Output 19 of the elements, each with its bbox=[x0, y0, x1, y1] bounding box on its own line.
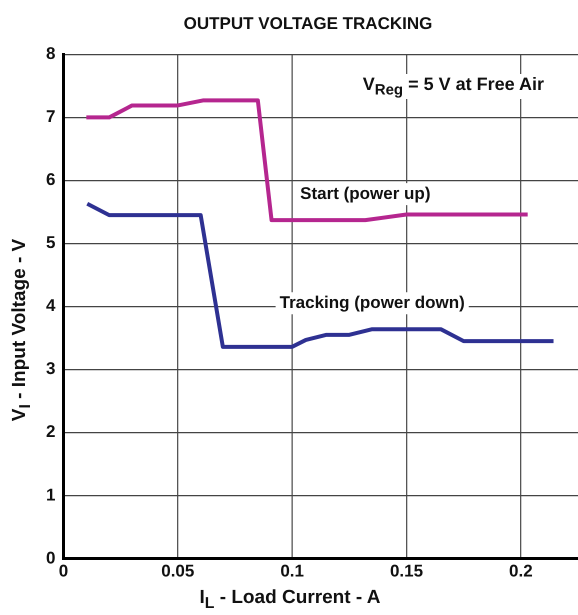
x-tick-label: 0.05 bbox=[161, 561, 194, 580]
annotation: V$_{Reg}$ = 5 V at Free Air bbox=[358, 74, 548, 99]
y-tick-label: 2 bbox=[46, 422, 56, 442]
chart-title: OUTPUT VOLTAGE TRACKING bbox=[184, 14, 432, 33]
x-axis-title: I$_{L}$ - Load Current - A bbox=[198, 587, 382, 613]
x-tick-label: 0.15 bbox=[390, 561, 424, 580]
x-tick-label: 0 bbox=[58, 561, 68, 580]
y-tick-label: 8 bbox=[46, 44, 56, 64]
series-label: Tracking (power down) bbox=[280, 292, 465, 312]
y-tick-label: 1 bbox=[46, 485, 56, 504]
y-tick-label: 6 bbox=[46, 170, 56, 190]
y-tick-label: 0 bbox=[46, 548, 56, 568]
y-tick-label: 7 bbox=[46, 107, 56, 126]
y-tick-label: 4 bbox=[46, 296, 56, 316]
y-tick-label: 3 bbox=[46, 359, 56, 378]
y-tick-label: 5 bbox=[46, 233, 56, 252]
x-tick-label: 0.2 bbox=[509, 561, 533, 580]
x-tick-label: 0.1 bbox=[280, 561, 304, 580]
series-label: Start (power up) bbox=[300, 184, 430, 203]
